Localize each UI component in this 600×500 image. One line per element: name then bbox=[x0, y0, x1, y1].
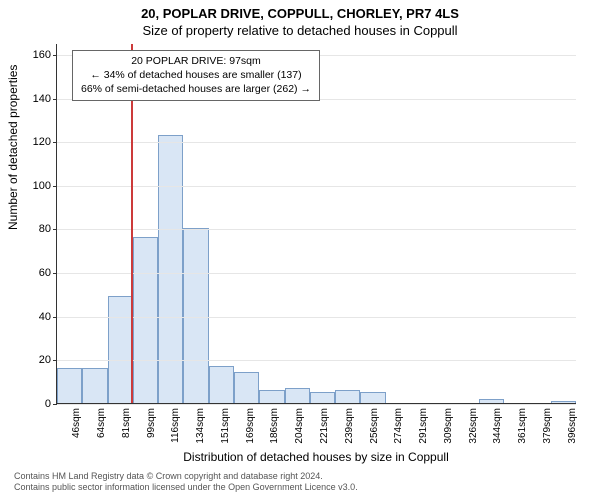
y-tick-mark bbox=[53, 142, 57, 143]
y-axis-label: Number of detached properties bbox=[6, 65, 20, 230]
histogram-bar bbox=[335, 390, 360, 403]
histogram-bar bbox=[285, 388, 310, 403]
histogram-bar bbox=[133, 237, 158, 403]
y-tick-label: 20 bbox=[21, 354, 51, 366]
footer-attribution: Contains HM Land Registry data © Crown c… bbox=[14, 471, 358, 494]
x-axis-label: Distribution of detached houses by size … bbox=[56, 450, 576, 464]
histogram-bar bbox=[82, 368, 107, 403]
y-tick-mark bbox=[53, 273, 57, 274]
chart-title-address: 20, POPLAR DRIVE, COPPULL, CHORLEY, PR7 … bbox=[0, 0, 600, 21]
y-tick-label: 120 bbox=[21, 136, 51, 148]
y-tick-label: 60 bbox=[21, 267, 51, 279]
histogram-bar bbox=[310, 392, 335, 403]
annotation-box: 20 POPLAR DRIVE: 97sqm ← 34% of detached… bbox=[72, 50, 320, 101]
y-tick-label: 140 bbox=[21, 93, 51, 105]
histogram-bar bbox=[158, 135, 183, 403]
histogram-bar bbox=[551, 401, 576, 403]
histogram-bar bbox=[57, 368, 82, 403]
gridline bbox=[57, 142, 576, 143]
histogram-bar bbox=[209, 366, 234, 403]
histogram-bar bbox=[259, 390, 284, 403]
footer-line2: Contains public sector information licen… bbox=[14, 482, 358, 494]
y-tick-label: 80 bbox=[21, 223, 51, 235]
histogram-bar bbox=[360, 392, 385, 403]
annotation-line2: ← 34% of detached houses are smaller (13… bbox=[81, 68, 311, 82]
y-tick-mark bbox=[53, 55, 57, 56]
gridline bbox=[57, 317, 576, 318]
footer-line1: Contains HM Land Registry data © Crown c… bbox=[14, 471, 358, 483]
y-tick-mark bbox=[53, 99, 57, 100]
y-tick-mark bbox=[53, 229, 57, 230]
chart-title-desc: Size of property relative to detached ho… bbox=[0, 21, 600, 38]
annotation-line1: 20 POPLAR DRIVE: 97sqm bbox=[81, 54, 311, 68]
y-tick-mark bbox=[53, 360, 57, 361]
y-tick-label: 40 bbox=[21, 311, 51, 323]
gridline bbox=[57, 360, 576, 361]
y-tick-label: 0 bbox=[21, 398, 51, 410]
gridline bbox=[57, 186, 576, 187]
gridline bbox=[57, 229, 576, 230]
y-tick-label: 100 bbox=[21, 180, 51, 192]
histogram-bar bbox=[234, 372, 259, 403]
y-tick-mark bbox=[53, 186, 57, 187]
y-tick-label: 160 bbox=[21, 49, 51, 61]
y-tick-mark bbox=[53, 317, 57, 318]
annotation-line3: 66% of semi-detached houses are larger (… bbox=[81, 82, 311, 96]
histogram-bar bbox=[108, 296, 133, 403]
chart-container: 20, POPLAR DRIVE, COPPULL, CHORLEY, PR7 … bbox=[0, 0, 600, 500]
histogram-bar bbox=[479, 399, 504, 403]
gridline bbox=[57, 273, 576, 274]
